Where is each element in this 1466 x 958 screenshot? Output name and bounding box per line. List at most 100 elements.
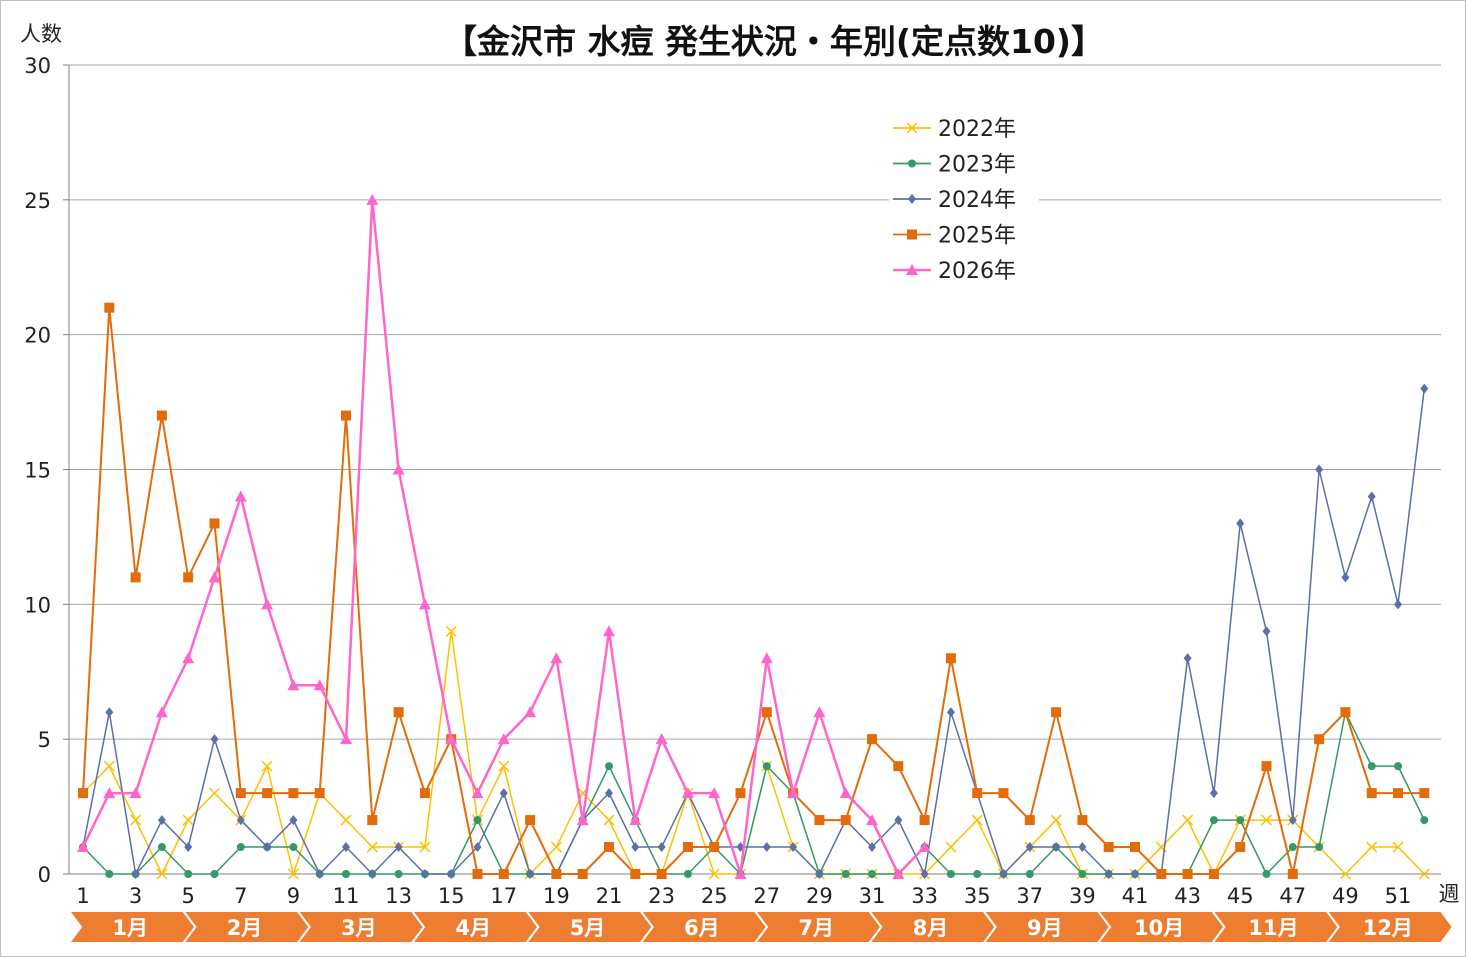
data-point bbox=[605, 788, 613, 799]
month-label: 5月 bbox=[570, 916, 606, 940]
data-point bbox=[945, 841, 957, 853]
data-point bbox=[314, 788, 325, 799]
y-tick-label: 25 bbox=[24, 189, 51, 213]
x-tick-label: 27 bbox=[753, 884, 780, 908]
data-point bbox=[1078, 870, 1087, 878]
data-point bbox=[655, 733, 668, 745]
data-point bbox=[906, 264, 918, 275]
data-point bbox=[499, 788, 508, 799]
data-point bbox=[683, 870, 692, 878]
series-2 bbox=[79, 383, 1429, 879]
x-tick-labels: 1 3 5 7 9 11 13 15 17 19 21 23 25 27 29 31 33 35 37 39 41 43 4… bbox=[76, 884, 1411, 908]
data-point bbox=[287, 679, 300, 691]
data-point bbox=[1394, 762, 1402, 771]
data-point bbox=[182, 652, 195, 664]
data-point bbox=[866, 814, 878, 826]
data-point bbox=[420, 869, 429, 879]
data-point bbox=[576, 814, 589, 826]
data-point bbox=[998, 788, 1009, 799]
data-point bbox=[1366, 841, 1378, 853]
data-point bbox=[893, 761, 904, 772]
data-point bbox=[1340, 707, 1351, 718]
data-point bbox=[762, 842, 771, 853]
x-tick-label: 31 bbox=[859, 884, 886, 908]
data-point bbox=[973, 870, 982, 878]
data-point bbox=[1078, 842, 1087, 853]
data-point bbox=[1104, 869, 1113, 879]
data-point bbox=[1024, 815, 1035, 826]
data-point bbox=[577, 869, 588, 879]
data-point bbox=[209, 518, 220, 529]
chart-title: 【金沢市 水痘 発生状況・年別(定点数10)】 bbox=[444, 22, 1104, 61]
data-point bbox=[1393, 788, 1403, 799]
data-point bbox=[526, 869, 535, 879]
data-point bbox=[551, 869, 562, 879]
data-point bbox=[734, 868, 747, 879]
data-point bbox=[972, 788, 983, 799]
legend-label: 2025年 bbox=[938, 224, 1016, 249]
data-point bbox=[236, 843, 245, 852]
x-axis-label: 週 bbox=[1439, 882, 1460, 906]
data-point bbox=[1339, 868, 1351, 880]
series-line bbox=[82, 306, 1425, 875]
data-point bbox=[604, 842, 614, 853]
data-point bbox=[908, 159, 916, 168]
data-point bbox=[262, 788, 273, 799]
data-point bbox=[473, 816, 482, 825]
data-point bbox=[1052, 842, 1061, 853]
data-point bbox=[840, 815, 851, 826]
x-tick-label: 11 bbox=[333, 884, 360, 908]
x-tick-label: 17 bbox=[490, 884, 517, 908]
data-point bbox=[131, 869, 140, 879]
x-tick-label: 37 bbox=[1016, 884, 1043, 908]
x-tick-label: 25 bbox=[701, 884, 728, 908]
data-point bbox=[419, 788, 430, 799]
x-tick-label: 45 bbox=[1227, 884, 1254, 908]
data-point bbox=[1366, 788, 1377, 799]
data-point bbox=[550, 652, 563, 664]
data-point bbox=[394, 870, 403, 878]
data-point bbox=[918, 841, 931, 853]
data-point bbox=[603, 814, 615, 826]
data-point bbox=[1077, 815, 1088, 826]
data-point bbox=[920, 869, 929, 879]
data-point bbox=[261, 760, 273, 772]
x-tick-label: 39 bbox=[1069, 884, 1096, 908]
data-point bbox=[907, 229, 917, 240]
data-point bbox=[708, 787, 721, 799]
legend-item: 2024年 bbox=[893, 188, 1016, 213]
data-point bbox=[418, 598, 431, 610]
data-point bbox=[1288, 815, 1297, 826]
y-tick-label: 10 bbox=[24, 593, 51, 617]
data-point bbox=[289, 843, 298, 852]
legend-label: 2022年 bbox=[938, 117, 1016, 142]
data-point bbox=[1367, 762, 1376, 771]
data-point bbox=[236, 815, 245, 826]
legend-item: 2023年 bbox=[893, 153, 1016, 178]
x-tick-label: 1 bbox=[76, 884, 89, 908]
data-point bbox=[1262, 870, 1271, 878]
month-label: 4月 bbox=[455, 916, 491, 940]
series-line bbox=[81, 198, 926, 876]
data-point bbox=[709, 842, 720, 853]
data-point bbox=[183, 572, 194, 583]
data-point bbox=[908, 194, 916, 204]
data-point bbox=[419, 841, 431, 853]
data-point bbox=[630, 869, 641, 879]
data-point bbox=[708, 868, 720, 880]
data-point bbox=[656, 869, 667, 879]
data-point bbox=[130, 814, 142, 826]
data-point bbox=[946, 707, 955, 718]
data-point bbox=[906, 122, 918, 134]
data-point bbox=[892, 868, 905, 879]
data-point bbox=[104, 302, 115, 313]
x-tick-label: 7 bbox=[234, 884, 247, 908]
month-label: 1月 bbox=[112, 916, 148, 940]
y-tick-label: 15 bbox=[24, 459, 51, 483]
x-tick-label: 41 bbox=[1122, 884, 1149, 908]
data-point bbox=[1050, 814, 1062, 826]
data-point bbox=[550, 841, 562, 853]
data-point bbox=[971, 814, 983, 826]
data-point bbox=[473, 842, 482, 853]
data-point bbox=[868, 842, 876, 853]
